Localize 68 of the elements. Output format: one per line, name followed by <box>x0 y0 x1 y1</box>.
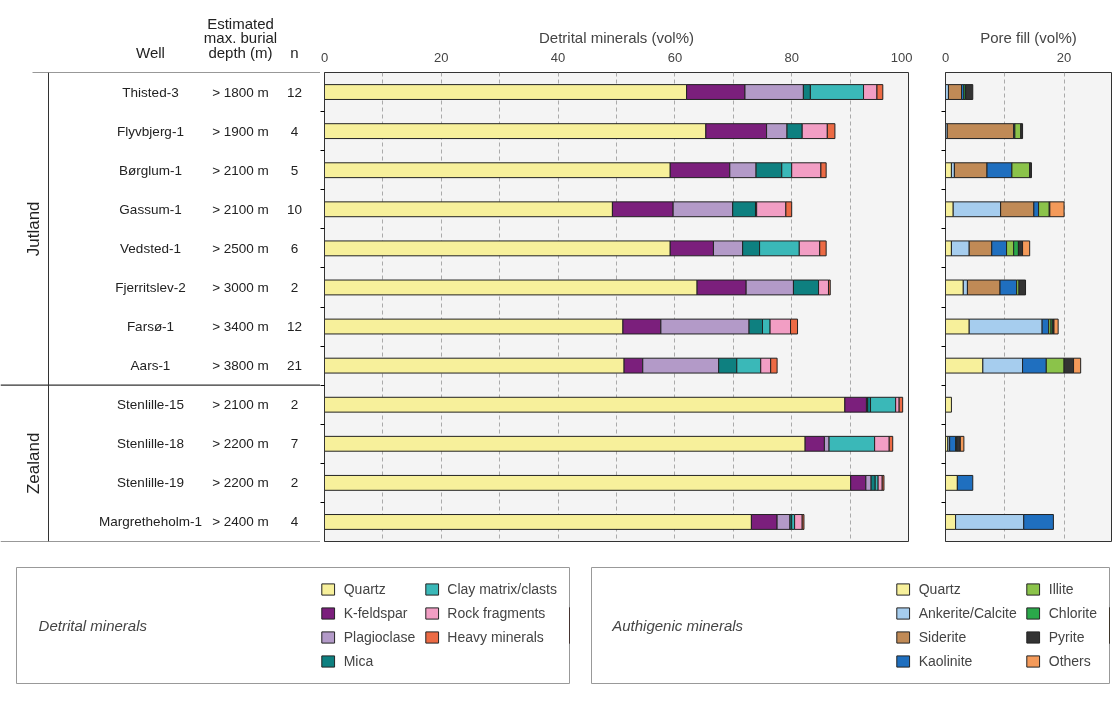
text: > 2200 m <box>212 475 269 491</box>
text: > 3400 m <box>212 319 269 335</box>
legend-label: Clay matrix/clasts <box>447 581 557 597</box>
text: > 2100 m <box>212 201 269 217</box>
legend-label: Kaolinite <box>918 653 973 669</box>
text: Zealand <box>24 432 43 495</box>
text: > 2100 m <box>212 162 269 178</box>
legend-label: Plagioclase <box>343 629 416 645</box>
x-axis-title: Pore fill (vol%) <box>980 28 1077 46</box>
text: 6 <box>290 240 299 256</box>
y-tick-label: Vedsted-1 <box>120 240 181 256</box>
text: 5 <box>290 162 299 178</box>
legend-label: Quartz <box>918 581 961 597</box>
text: 2 <box>290 279 299 295</box>
y-tick-label: Margretheholm-1 <box>99 514 202 530</box>
text: 2 <box>290 397 299 413</box>
x-tick-label: 100 <box>890 49 913 65</box>
text: 2 <box>290 475 299 491</box>
legend-label: Chlorite <box>1048 605 1097 621</box>
text: Well <box>136 43 165 61</box>
legend-label: Quartz <box>343 581 386 597</box>
legend-label: Ankerite/Calcite <box>918 605 1017 621</box>
text: 4 <box>290 514 299 530</box>
text: 12 <box>286 84 303 100</box>
legend-label: Mica <box>343 653 374 669</box>
text: 4 <box>290 123 299 139</box>
legend-label: K-feldspar <box>343 605 408 621</box>
y-tick-label: Flyvbjerg-1 <box>117 123 184 139</box>
text: > 2100 m <box>212 397 269 413</box>
text: > 2400 m <box>212 514 269 530</box>
text: > 1900 m <box>212 123 269 139</box>
legend-title: Detrital minerals <box>38 617 148 634</box>
y-tick-label: Børglum-1 <box>118 162 183 178</box>
y-tick-label: Stenlille-18 <box>117 436 184 452</box>
text: 7 <box>290 436 299 452</box>
y-tick-label: Farsø-1 <box>126 319 175 335</box>
legend-label: Siderite <box>918 629 967 645</box>
text: > 3800 m <box>212 358 269 374</box>
text: 10 <box>286 201 303 217</box>
x-tick-label: 20 <box>1056 49 1072 65</box>
legend-label: Others <box>1048 653 1091 669</box>
text: n <box>290 43 299 61</box>
x-tick-label: 80 <box>784 49 799 65</box>
x-tick-label: 0 <box>941 49 950 65</box>
x-tick-label: 0 <box>320 49 329 65</box>
text: 21 <box>286 358 303 374</box>
text: > 2200 m <box>212 436 269 452</box>
text: Jutland <box>24 201 43 257</box>
legend-title: Authigenic minerals <box>611 617 744 634</box>
legend-label: Rock fragments <box>447 605 546 621</box>
y-tick-label: Stenlille-15 <box>117 397 184 413</box>
text: > 2500 m <box>212 240 269 256</box>
legend-label: Pyrite <box>1048 629 1085 645</box>
legend-label: Heavy minerals <box>447 629 544 645</box>
y-tick-label: Thisted-3 <box>122 84 179 100</box>
y-tick-label: Gassum-1 <box>119 201 182 217</box>
x-tick-label: 40 <box>550 49 566 65</box>
legend-label: Illite <box>1048 581 1074 597</box>
y-tick-label: Aars-1 <box>130 358 171 374</box>
y-tick-label: Stenlille-19 <box>117 475 184 491</box>
x-tick-label: 60 <box>667 49 683 65</box>
text: > 1800 m <box>212 84 269 100</box>
text: > 3000 m <box>212 279 269 295</box>
text: Estimated max. burial depth (m) <box>203 14 278 61</box>
x-axis-title: Detrital minerals (vol%) <box>538 28 695 46</box>
text: 12 <box>286 319 303 335</box>
x-tick-label: 20 <box>434 49 449 65</box>
y-tick-label: Fjerritslev-2 <box>115 279 186 295</box>
